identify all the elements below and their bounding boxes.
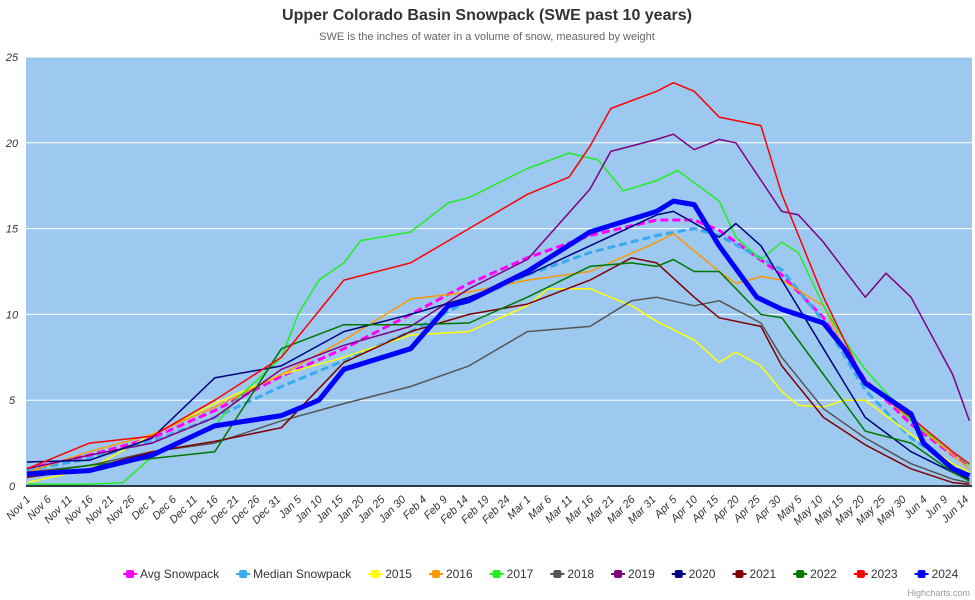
legend-item-2023[interactable]: 2023 [853, 567, 898, 581]
y-tick-label: 25 [5, 52, 19, 64]
legend-item-avg-snowpack[interactable]: Avg Snowpack [123, 567, 220, 581]
legend-label: Median Snowpack [253, 567, 352, 581]
x-tick-label: Jun 4 [901, 494, 929, 522]
legend-item-2024[interactable]: 2024 [914, 567, 959, 581]
legend-label: 2016 [446, 567, 473, 581]
legend-marker-icon [674, 570, 683, 578]
legend-item-2016[interactable]: 2016 [428, 567, 473, 581]
series-line-2017[interactable] [27, 152, 970, 486]
legend-label: 2023 [871, 567, 898, 581]
legend-marker-icon [492, 570, 501, 578]
credits-link[interactable]: Highcharts.com [907, 588, 970, 598]
series-line-2019[interactable] [26, 133, 971, 470]
y-tick-label: 5 [9, 395, 16, 407]
legend-marker-icon [735, 570, 744, 578]
legend-marker-icon [126, 570, 134, 578]
legend-marker-icon [614, 570, 623, 578]
y-tick-label: 20 [5, 138, 19, 150]
legend-marker-icon [917, 570, 926, 578]
plot-area [26, 57, 972, 486]
y-tick-label: 15 [6, 224, 19, 236]
legend-marker-icon [553, 570, 562, 578]
legend-marker-icon [796, 570, 805, 578]
legend-item-2015[interactable]: 2015 [368, 567, 412, 581]
series-line-2022[interactable] [26, 258, 970, 482]
legend-label: 2017 [507, 567, 534, 581]
series-line-2021[interactable] [26, 257, 970, 486]
legend-marker-icon [856, 570, 865, 578]
chart-subtitle: SWE is the inches of water in a volume o… [319, 31, 655, 43]
legend-label: 2022 [810, 567, 837, 581]
chart-title: Upper Colorado Basin Snowpack (SWE past … [282, 7, 692, 24]
legend-marker-icon [239, 570, 248, 578]
legend-label: 2024 [932, 567, 959, 581]
legend-label: 2021 [749, 567, 776, 581]
series-line-2020[interactable] [26, 210, 970, 480]
y-tick-label: 0 [9, 481, 16, 493]
legend-item-2019[interactable]: 2019 [611, 567, 655, 581]
legend-label: 2019 [628, 567, 655, 581]
y-tick-label: 10 [6, 309, 19, 321]
legend-item-2020[interactable]: 2020 [671, 567, 716, 581]
legend-label: 2015 [385, 567, 412, 581]
legend-item-2017[interactable]: 2017 [489, 567, 534, 581]
legend-item-median-snowpack[interactable]: Median Snowpack [236, 567, 352, 581]
legend-label: Avg Snowpack [140, 567, 220, 581]
legend-item-2018[interactable]: 2018 [550, 567, 594, 581]
legend-label: 2018 [567, 567, 594, 581]
series-line-2018[interactable] [26, 296, 970, 484]
series-line-2024[interactable] [26, 198, 971, 479]
legend-marker-icon [431, 570, 440, 578]
legend-item-2022[interactable]: 2022 [793, 567, 837, 581]
series-line-2023[interactable] [26, 81, 970, 470]
legend-label: 2020 [689, 567, 716, 581]
legend-marker-icon [371, 570, 380, 578]
legend-item-2021[interactable]: 2021 [732, 567, 776, 581]
